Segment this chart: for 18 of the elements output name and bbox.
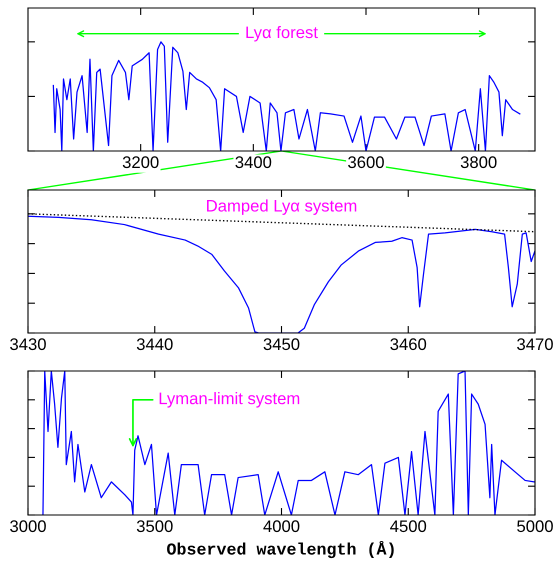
- annotation: Damped Lyα system: [207, 199, 356, 215]
- x-tick-label: 3500: [136, 520, 173, 532]
- text: Lyα forest: [246, 26, 318, 42]
- annotation: Lyman-limit system: [160, 392, 300, 408]
- x-tick-label: 3450: [264, 338, 300, 350]
- x-tick-label: 4000: [263, 520, 300, 532]
- x-tick-label: 3440: [136, 338, 173, 350]
- x-tick-label: 3470: [517, 338, 553, 350]
- x-tick-label: 3200: [122, 156, 159, 168]
- x-tick-label: 5000: [517, 520, 553, 532]
- x-tick-label: 3430: [10, 338, 46, 350]
- x-axis-title: Observed wavelength (Å): [167, 540, 394, 558]
- x-tick-label: 3000: [10, 520, 46, 532]
- x-tick-label: 3400: [235, 156, 272, 168]
- x-tick-label: 3460: [390, 338, 426, 350]
- x-tick-label: 3600: [348, 156, 384, 168]
- x-tick-label: 4500: [390, 520, 426, 532]
- x-tick-label: 3800: [460, 156, 497, 168]
